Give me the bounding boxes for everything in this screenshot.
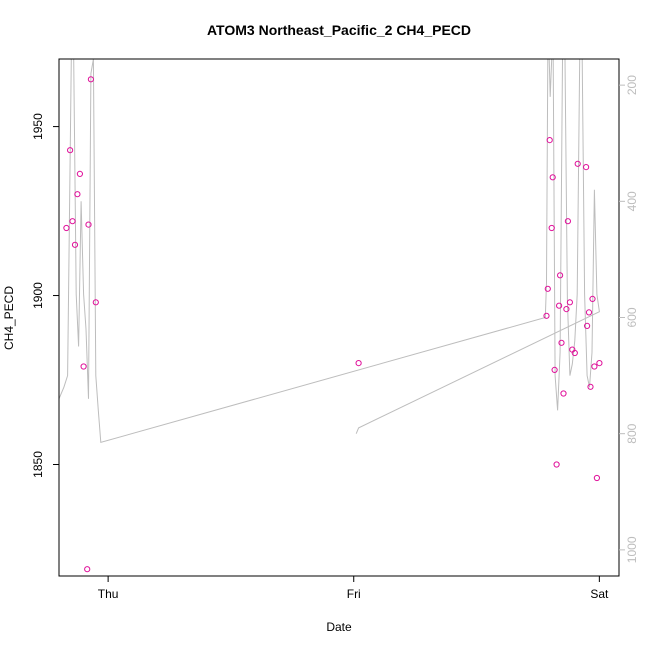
x-axis: Thu Fri Sat — [98, 576, 609, 601]
data-point — [71, 241, 79, 248]
x-axis-label: Date — [326, 620, 352, 634]
y-right-tick-label: 400 — [625, 191, 639, 211]
data-point — [553, 461, 560, 468]
data-point — [546, 137, 553, 144]
data-point — [556, 302, 563, 309]
data-point — [574, 160, 581, 167]
data-point — [593, 474, 601, 482]
pressure-profile-path — [59, 59, 600, 444]
y-right-tick-label: 1000 — [625, 536, 639, 563]
data-point — [564, 218, 572, 225]
y-axis-left: 1850 1900 1950 — [31, 113, 59, 478]
data-point — [589, 295, 596, 302]
data-point — [92, 299, 99, 306]
data-point — [596, 360, 603, 367]
data-point — [544, 285, 551, 292]
chart-title: ATOM3 Northeast_Pacific_2 CH4_PECD — [207, 22, 471, 38]
data-point — [69, 218, 76, 225]
data-point — [549, 174, 556, 181]
data-point — [566, 299, 574, 306]
data-point — [585, 309, 593, 316]
data-point — [548, 224, 555, 232]
data-point — [571, 349, 578, 357]
data-point — [591, 363, 598, 370]
data-point — [67, 147, 74, 154]
y-axis-right: 200 400 600 800 1000 — [619, 75, 639, 563]
x-tick-label: Sat — [590, 587, 609, 601]
data-point — [74, 191, 81, 198]
x-tick-label: Thu — [98, 587, 119, 601]
data-point — [63, 224, 70, 232]
data-point — [87, 76, 95, 83]
data-point — [560, 390, 567, 397]
plot-area-frame — [58, 58, 620, 577]
x-tick-label: Fri — [347, 587, 361, 601]
y-right-tick-label: 200 — [625, 75, 639, 95]
data-point — [584, 322, 591, 329]
data-point — [563, 306, 570, 313]
y-axis-label: CH4_PECD — [2, 286, 16, 350]
y-tick-label: 1850 — [31, 451, 45, 478]
pressure-profile-line — [59, 59, 600, 444]
data-point — [85, 221, 92, 228]
y-tick-label: 1950 — [31, 113, 45, 140]
data-point — [551, 366, 558, 373]
y-tick-label: 1900 — [31, 282, 45, 309]
data-point — [84, 566, 91, 573]
data-points — [63, 76, 603, 573]
data-point — [587, 383, 594, 390]
y-right-tick-label: 600 — [625, 307, 639, 327]
data-point — [558, 339, 565, 346]
y-right-tick-label: 800 — [625, 423, 639, 443]
data-point — [583, 164, 590, 171]
data-point — [355, 360, 362, 367]
data-point — [80, 363, 87, 370]
data-point — [557, 272, 564, 279]
data-point — [543, 312, 550, 319]
data-point — [76, 170, 84, 177]
